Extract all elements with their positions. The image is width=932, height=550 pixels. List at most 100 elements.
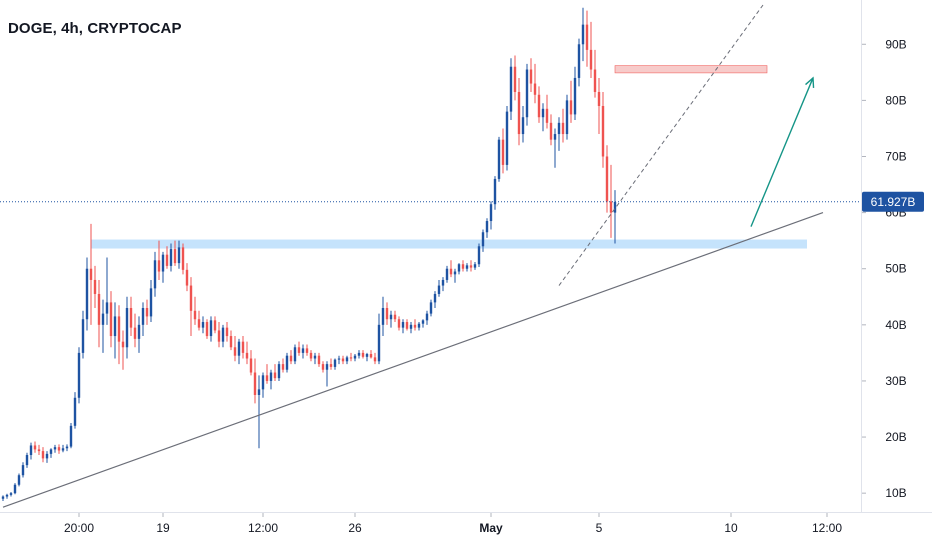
candle[interactable] bbox=[557, 117, 561, 151]
candle[interactable] bbox=[537, 86, 541, 123]
candle[interactable] bbox=[81, 310, 85, 359]
candle[interactable] bbox=[329, 358, 333, 370]
time-axis[interactable]: 20:00 19 12:00 26 May 5 10 12:00 bbox=[64, 513, 842, 535]
candle[interactable] bbox=[89, 223, 93, 325]
candle[interactable] bbox=[489, 201, 493, 230]
candle[interactable] bbox=[549, 114, 553, 146]
candle[interactable] bbox=[193, 296, 197, 325]
candle[interactable] bbox=[61, 444, 65, 453]
candle[interactable] bbox=[609, 164, 613, 238]
candle[interactable] bbox=[481, 229, 485, 252]
candle[interactable] bbox=[313, 352, 317, 365]
candle[interactable] bbox=[465, 263, 469, 272]
candle[interactable] bbox=[121, 330, 125, 370]
candle[interactable] bbox=[269, 369, 273, 390]
candle[interactable] bbox=[321, 361, 325, 373]
candle[interactable] bbox=[449, 260, 453, 278]
candle[interactable] bbox=[241, 336, 245, 359]
candle[interactable] bbox=[161, 251, 165, 283]
candle[interactable] bbox=[165, 246, 169, 269]
candle[interactable] bbox=[25, 452, 29, 468]
candle[interactable] bbox=[5, 493, 9, 499]
candle[interactable] bbox=[29, 442, 33, 460]
candle[interactable] bbox=[101, 299, 105, 353]
candle[interactable] bbox=[185, 263, 189, 292]
candle[interactable] bbox=[497, 136, 501, 182]
candle[interactable] bbox=[197, 310, 201, 331]
candle[interactable] bbox=[53, 444, 57, 453]
candle[interactable] bbox=[413, 319, 417, 331]
candle[interactable] bbox=[229, 330, 233, 351]
candle[interactable] bbox=[493, 176, 497, 210]
candle[interactable] bbox=[553, 128, 557, 168]
candle[interactable] bbox=[473, 261, 477, 270]
candle[interactable] bbox=[273, 364, 277, 381]
candle[interactable] bbox=[597, 77, 601, 135]
candle[interactable] bbox=[13, 483, 17, 495]
ascending-trendline[interactable] bbox=[2, 212, 824, 508]
resistance-zone[interactable] bbox=[614, 65, 768, 74]
candle[interactable] bbox=[225, 322, 229, 342]
candle[interactable] bbox=[573, 66, 577, 121]
candle[interactable] bbox=[357, 350, 361, 359]
candle[interactable] bbox=[477, 243, 481, 268]
candle[interactable] bbox=[33, 441, 37, 453]
candle[interactable] bbox=[361, 350, 365, 359]
candle[interactable] bbox=[113, 302, 117, 359]
candle[interactable] bbox=[589, 21, 593, 78]
candle[interactable] bbox=[565, 94, 569, 140]
candle[interactable] bbox=[533, 63, 537, 104]
candle[interactable] bbox=[85, 257, 89, 331]
candle[interactable] bbox=[9, 492, 13, 497]
candle[interactable] bbox=[213, 316, 217, 334]
candle[interactable] bbox=[285, 352, 289, 373]
candle[interactable] bbox=[73, 392, 77, 429]
candle[interactable] bbox=[369, 350, 373, 359]
candle[interactable] bbox=[445, 265, 449, 283]
candle[interactable] bbox=[513, 55, 517, 101]
candle[interactable] bbox=[141, 302, 145, 337]
candle[interactable] bbox=[353, 354, 357, 362]
candle[interactable] bbox=[529, 58, 533, 92]
candle[interactable] bbox=[265, 364, 269, 384]
candle[interactable] bbox=[309, 350, 313, 362]
candle[interactable] bbox=[569, 80, 573, 123]
candle[interactable] bbox=[517, 77, 521, 146]
candle[interactable] bbox=[509, 58, 513, 121]
candle[interactable] bbox=[41, 447, 45, 463]
candle[interactable] bbox=[249, 350, 253, 376]
candle[interactable] bbox=[469, 260, 473, 272]
candle[interactable] bbox=[289, 350, 293, 365]
candle[interactable] bbox=[405, 319, 409, 331]
candle[interactable] bbox=[261, 372, 265, 398]
candle[interactable] bbox=[293, 344, 297, 365]
candle[interactable] bbox=[501, 128, 505, 174]
candle[interactable] bbox=[65, 444, 69, 452]
candle[interactable] bbox=[97, 279, 101, 348]
candle[interactable] bbox=[129, 296, 133, 337]
candle[interactable] bbox=[157, 240, 161, 280]
candle[interactable] bbox=[541, 103, 545, 132]
candle[interactable] bbox=[173, 240, 177, 266]
candle[interactable] bbox=[233, 336, 237, 362]
candle[interactable] bbox=[561, 108, 565, 143]
candle[interactable] bbox=[1, 495, 5, 502]
candle[interactable] bbox=[301, 344, 305, 359]
candle[interactable] bbox=[425, 310, 429, 325]
candle[interactable] bbox=[429, 299, 433, 317]
candle[interactable] bbox=[205, 319, 209, 339]
candle[interactable] bbox=[45, 451, 49, 463]
candle[interactable] bbox=[385, 302, 389, 325]
candle[interactable] bbox=[389, 310, 393, 328]
candle[interactable] bbox=[177, 240, 181, 269]
candle[interactable] bbox=[69, 423, 73, 449]
candle[interactable] bbox=[345, 355, 349, 365]
candle[interactable] bbox=[593, 49, 597, 98]
candle[interactable] bbox=[485, 218, 489, 238]
candle[interactable] bbox=[349, 352, 353, 362]
candle[interactable] bbox=[21, 462, 25, 478]
candle[interactable] bbox=[409, 322, 413, 334]
candle[interactable] bbox=[105, 257, 109, 325]
candle[interactable] bbox=[109, 291, 113, 348]
